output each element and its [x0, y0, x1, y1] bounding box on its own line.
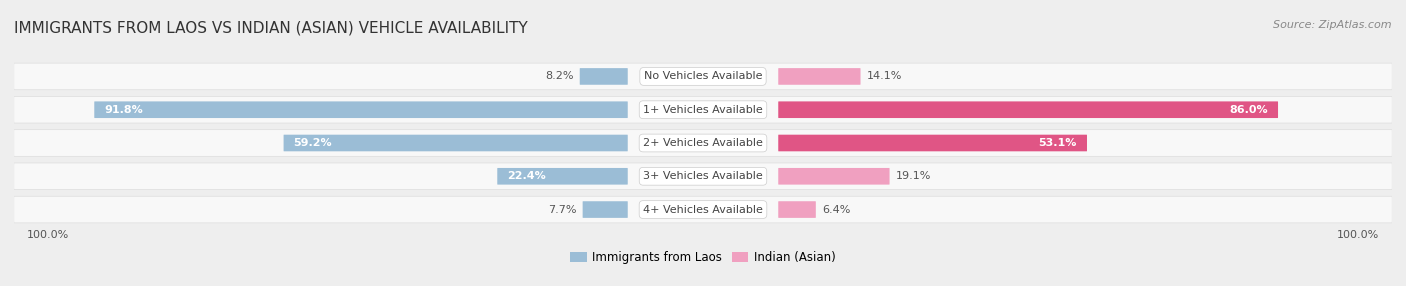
Text: 53.1%: 53.1%: [1039, 138, 1077, 148]
FancyBboxPatch shape: [779, 102, 1278, 118]
Text: 22.4%: 22.4%: [508, 171, 546, 181]
FancyBboxPatch shape: [14, 63, 1392, 90]
FancyBboxPatch shape: [582, 201, 627, 218]
Text: 3+ Vehicles Available: 3+ Vehicles Available: [643, 171, 763, 181]
Text: 14.1%: 14.1%: [868, 72, 903, 82]
Text: No Vehicles Available: No Vehicles Available: [644, 72, 762, 82]
FancyBboxPatch shape: [779, 168, 890, 184]
FancyBboxPatch shape: [94, 102, 627, 118]
FancyBboxPatch shape: [14, 130, 1392, 156]
FancyBboxPatch shape: [779, 68, 860, 85]
FancyBboxPatch shape: [579, 68, 627, 85]
FancyBboxPatch shape: [14, 196, 1392, 223]
Text: 100.0%: 100.0%: [27, 230, 69, 239]
Text: 4+ Vehicles Available: 4+ Vehicles Available: [643, 204, 763, 214]
FancyBboxPatch shape: [779, 135, 1087, 151]
Text: 100.0%: 100.0%: [1337, 230, 1379, 239]
Text: 1+ Vehicles Available: 1+ Vehicles Available: [643, 105, 763, 115]
FancyBboxPatch shape: [14, 96, 1392, 123]
Text: 7.7%: 7.7%: [548, 204, 576, 214]
Text: 6.4%: 6.4%: [823, 204, 851, 214]
Text: 91.8%: 91.8%: [104, 105, 143, 115]
Text: 86.0%: 86.0%: [1229, 105, 1268, 115]
Legend: Immigrants from Laos, Indian (Asian): Immigrants from Laos, Indian (Asian): [565, 247, 841, 269]
Text: IMMIGRANTS FROM LAOS VS INDIAN (ASIAN) VEHICLE AVAILABILITY: IMMIGRANTS FROM LAOS VS INDIAN (ASIAN) V…: [14, 20, 527, 35]
Text: 2+ Vehicles Available: 2+ Vehicles Available: [643, 138, 763, 148]
Text: Source: ZipAtlas.com: Source: ZipAtlas.com: [1274, 20, 1392, 30]
FancyBboxPatch shape: [14, 163, 1392, 190]
Text: 59.2%: 59.2%: [294, 138, 332, 148]
FancyBboxPatch shape: [284, 135, 627, 151]
FancyBboxPatch shape: [779, 201, 815, 218]
Text: 19.1%: 19.1%: [896, 171, 931, 181]
Text: 8.2%: 8.2%: [546, 72, 574, 82]
FancyBboxPatch shape: [498, 168, 627, 184]
